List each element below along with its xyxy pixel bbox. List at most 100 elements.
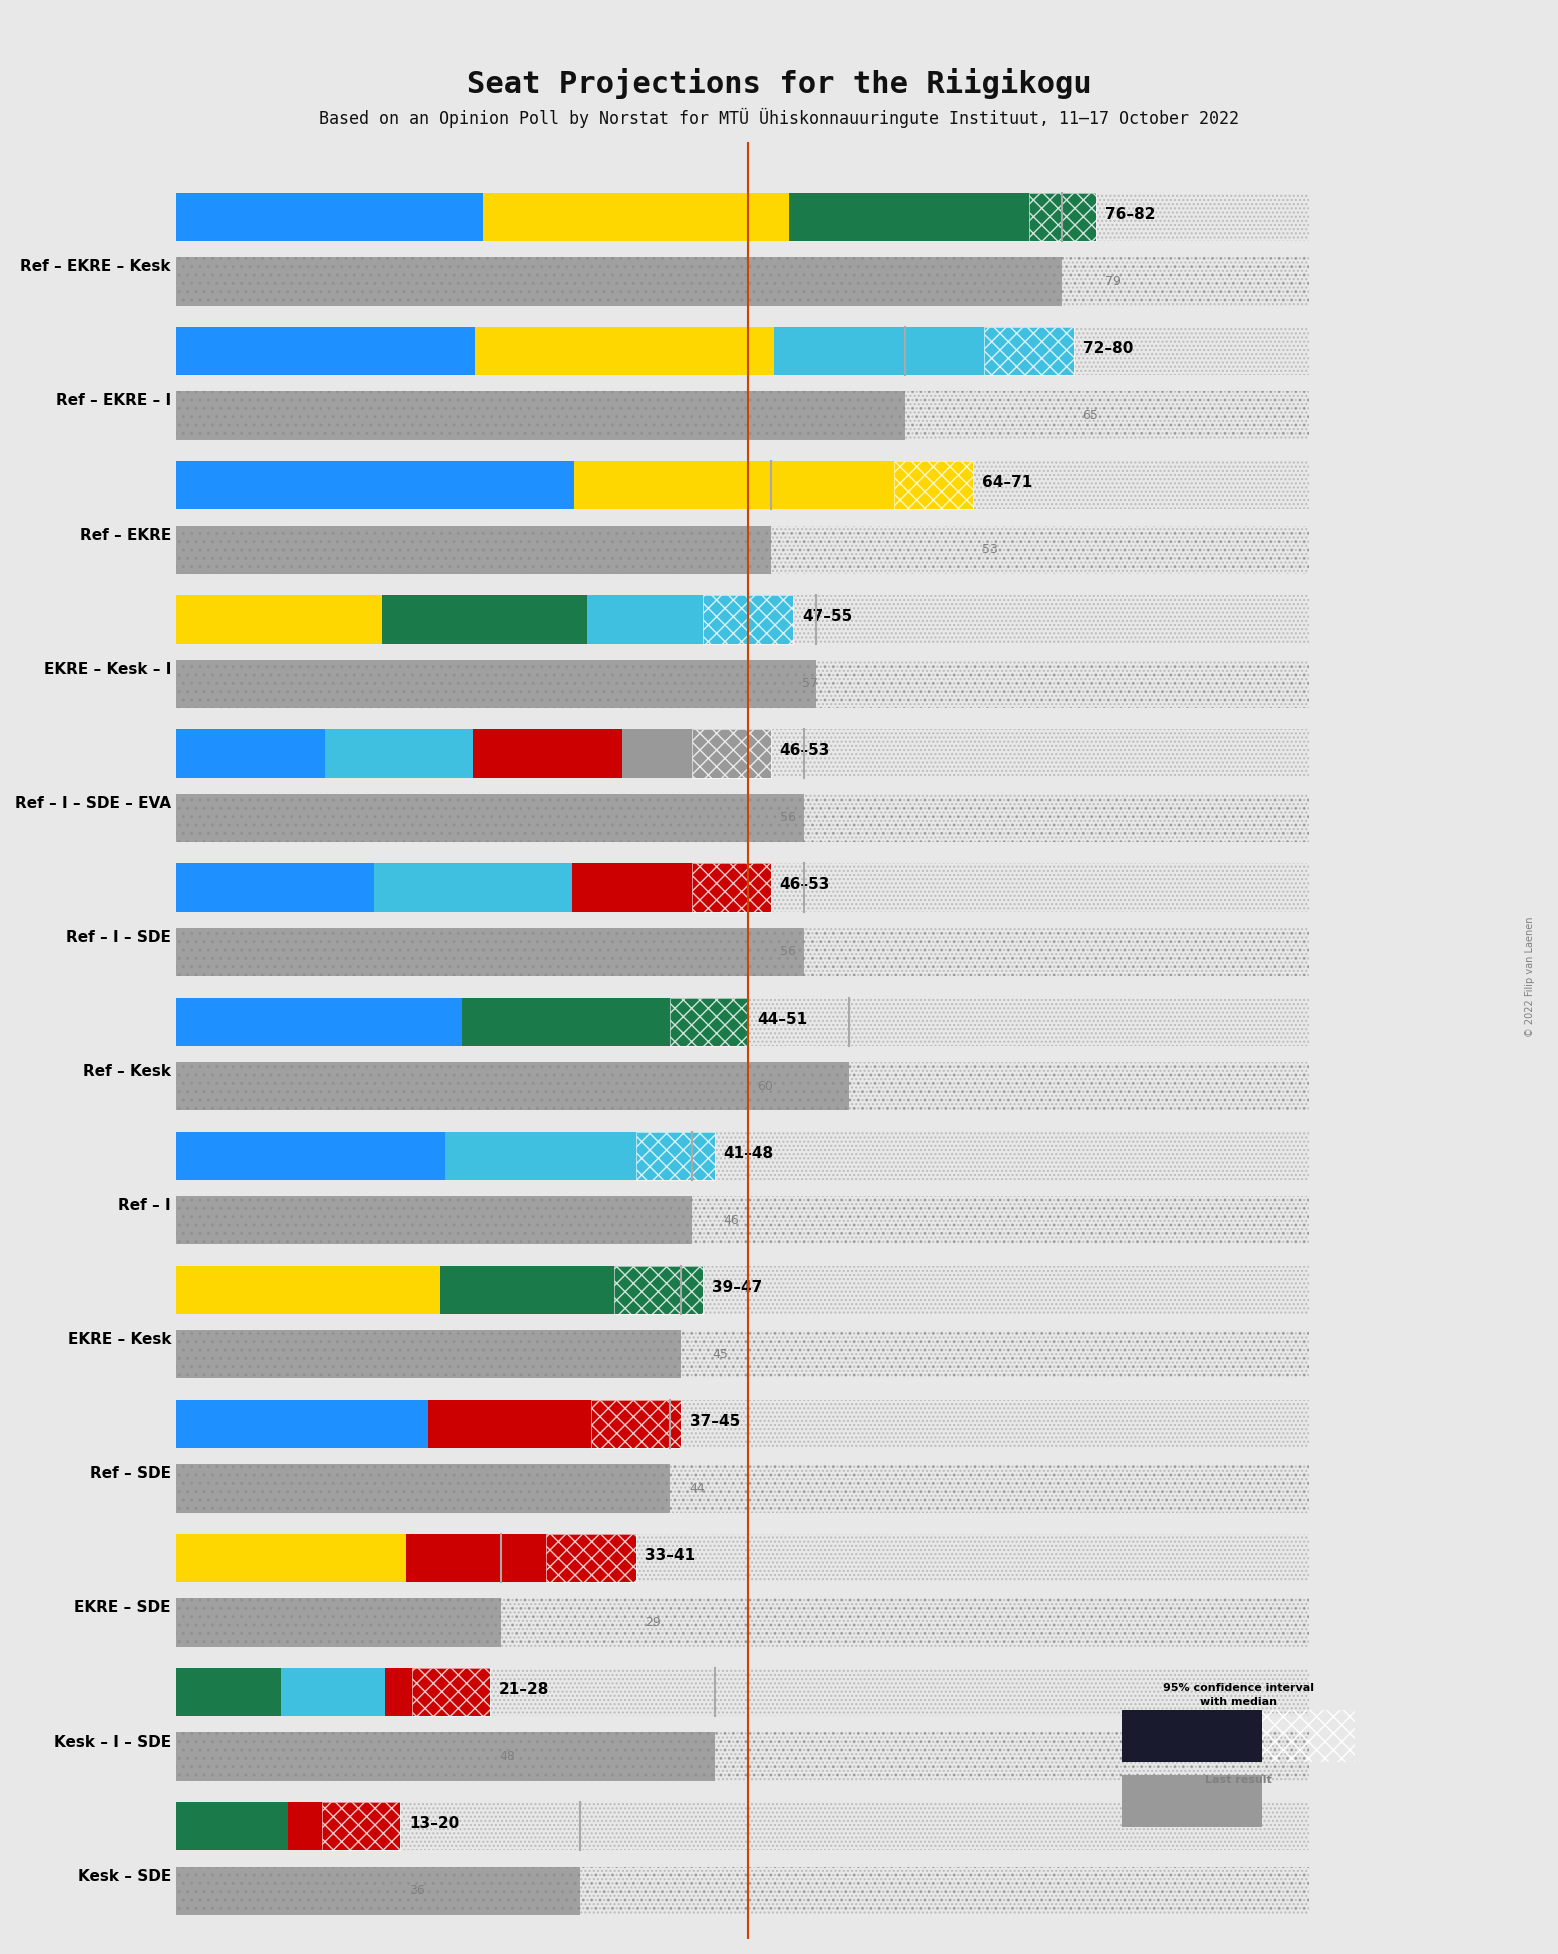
Bar [790,193,1097,240]
Bar [176,391,1309,440]
Bar [407,1534,636,1583]
Text: 76–82: 76–82 [1105,207,1156,223]
Bar [176,1802,288,1850]
Text: 47–55: 47–55 [802,610,852,623]
Bar [703,596,793,643]
Bar [382,596,587,643]
Bar [176,1464,1309,1512]
Text: 46–53: 46–53 [779,877,830,893]
Bar [411,1669,491,1716]
Bar [176,1464,670,1512]
Bar [176,1669,280,1716]
Bar [176,526,771,574]
Bar [176,1399,428,1448]
Bar [475,326,774,375]
Bar [176,1331,681,1378]
Text: 44: 44 [690,1481,706,1495]
Bar [176,928,804,977]
Bar [1122,1774,1262,1827]
Bar [176,928,1309,977]
Bar [176,1598,502,1647]
Bar [176,1733,715,1780]
Text: 64–71: 64–71 [982,475,1031,490]
Text: 95% confidence interval: 95% confidence interval [1164,1682,1313,1692]
Text: 29: 29 [645,1616,661,1630]
Bar [463,998,748,1045]
Bar [176,1866,1309,1915]
Bar [176,1131,446,1180]
Bar [176,1266,439,1315]
Bar [176,258,1063,305]
Text: 13–20: 13–20 [410,1815,460,1831]
Bar [176,258,1309,305]
Bar [692,729,771,778]
Bar [483,193,790,240]
Bar [176,1866,1309,1915]
Bar [575,461,972,510]
Bar [324,729,474,778]
Bar [176,793,1309,842]
Bar [176,1598,1309,1647]
Bar [1262,1710,1355,1763]
Bar [176,1061,849,1110]
Bar [1028,193,1097,240]
Bar [176,793,1309,842]
Bar [176,461,1309,510]
Text: 60: 60 [757,1081,773,1092]
Bar [176,596,382,643]
Bar [587,596,793,643]
Bar [1122,1710,1262,1763]
Bar [176,660,1309,707]
Text: 65: 65 [1083,408,1098,422]
Text: 56: 56 [779,946,796,959]
Bar [176,391,905,440]
Text: Seat Projections for the Riigikogu: Seat Projections for the Riigikogu [467,68,1091,100]
Bar [176,1534,1309,1583]
Bar [446,1131,715,1180]
Bar [572,864,771,913]
Text: 79: 79 [1105,276,1120,287]
Bar [176,864,374,913]
Bar [176,1669,1309,1716]
Text: with median: with median [1200,1696,1278,1708]
Bar [614,1266,703,1315]
Bar [176,391,1309,440]
Bar [176,729,1309,778]
Text: 41–48: 41–48 [723,1145,774,1161]
Bar [288,1802,400,1850]
Bar [176,1196,1309,1245]
Bar [176,526,1309,574]
Bar [176,193,483,240]
Bar [176,1733,1309,1780]
Text: 44–51: 44–51 [757,1012,807,1026]
Bar [176,1196,692,1245]
Bar [176,998,1309,1045]
Text: © 2022 Filip van Laenen: © 2022 Filip van Laenen [1525,916,1535,1038]
Bar [176,326,1309,375]
Bar [176,1464,1309,1512]
Bar [176,461,575,510]
Text: 37–45: 37–45 [690,1415,740,1428]
Bar [385,1669,491,1716]
Bar [323,1802,400,1850]
Text: 46: 46 [723,1213,738,1227]
Text: 39–47: 39–47 [712,1280,762,1296]
Bar [176,1196,1309,1245]
Bar [176,998,463,1045]
Bar [590,1399,681,1448]
Bar [176,1534,407,1583]
Bar [894,461,972,510]
Bar [176,258,1309,305]
Text: 48: 48 [499,1751,516,1763]
Bar [474,729,622,778]
Text: 36: 36 [410,1884,425,1897]
Bar [176,1266,1309,1315]
Bar [176,1131,1309,1180]
Bar [670,998,748,1045]
Bar [176,193,1309,240]
Bar [280,1669,385,1716]
Bar [692,864,771,913]
Bar [983,326,1073,375]
Bar [176,793,804,842]
Bar [176,864,1309,913]
